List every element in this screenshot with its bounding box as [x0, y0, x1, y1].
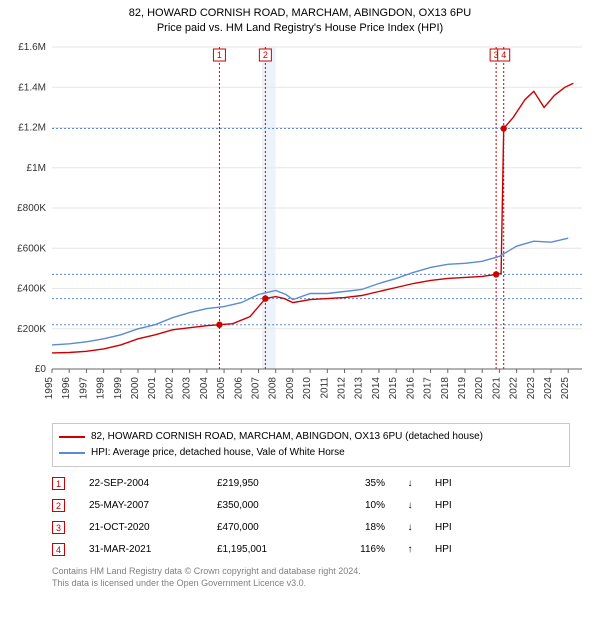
svg-text:2000: 2000: [130, 376, 141, 399]
transaction-price: £1,195,001: [217, 544, 307, 555]
transaction-price: £350,000: [217, 500, 307, 511]
svg-text:£1.6M: £1.6M: [18, 42, 46, 53]
svg-text:1999: 1999: [113, 376, 124, 399]
svg-text:2012: 2012: [337, 376, 348, 399]
svg-text:1996: 1996: [61, 376, 72, 399]
svg-text:2010: 2010: [302, 376, 313, 399]
transaction-date: 25-MAY-2007: [89, 500, 199, 511]
svg-text:2013: 2013: [354, 376, 365, 399]
svg-text:£600K: £600K: [17, 243, 46, 254]
transaction-arrow-icon: ↓: [403, 500, 417, 511]
chart-container: 82, HOWARD CORNISH ROAD, MARCHAM, ABINGD…: [0, 0, 600, 620]
transaction-row: 1 22-SEP-2004 £219,950 35% ↓ HPI: [52, 473, 570, 495]
svg-text:2003: 2003: [182, 376, 193, 399]
svg-text:£800K: £800K: [17, 203, 46, 214]
transaction-hpi-label: HPI: [435, 522, 465, 533]
svg-text:2021: 2021: [491, 376, 502, 399]
legend-swatch-property: [59, 436, 85, 438]
legend-swatch-hpi: [59, 452, 85, 454]
svg-text:2025: 2025: [560, 376, 571, 399]
transaction-hpi-label: HPI: [435, 544, 465, 555]
svg-text:2002: 2002: [164, 376, 175, 399]
svg-text:2020: 2020: [474, 376, 485, 399]
svg-text:2024: 2024: [543, 376, 554, 399]
transaction-arrow-icon: ↓: [403, 478, 417, 489]
legend-label-property: 82, HOWARD CORNISH ROAD, MARCHAM, ABINGD…: [91, 429, 483, 445]
transactions-table: 1 22-SEP-2004 £219,950 35% ↓ HPI 2 25-MAY-2007 £…: [52, 473, 570, 561]
transaction-row: 4 31-MAR-2021 £1,195,001 116% ↑ HPI: [52, 539, 570, 561]
svg-text:2: 2: [263, 50, 268, 60]
transaction-pct: 18%: [325, 522, 385, 533]
svg-text:2011: 2011: [319, 376, 330, 398]
transaction-pct: 10%: [325, 500, 385, 511]
svg-text:2008: 2008: [268, 376, 279, 399]
svg-text:£1.4M: £1.4M: [18, 82, 46, 93]
footer-line-1: Contains HM Land Registry data © Crown c…: [52, 565, 570, 578]
svg-text:1997: 1997: [78, 376, 89, 399]
title-line-2: Price paid vs. HM Land Registry's House …: [0, 21, 600, 36]
transaction-marker: 1: [52, 477, 65, 490]
svg-text:2022: 2022: [509, 376, 520, 399]
svg-text:£1M: £1M: [27, 163, 46, 174]
svg-text:1998: 1998: [96, 376, 107, 399]
chart-area: £0 £200K £400K £600K £800K £1M £1.2M £1.4M £1.6M…: [0, 39, 600, 419]
svg-text:2019: 2019: [457, 376, 468, 399]
transaction-price: £470,000: [217, 522, 307, 533]
transaction-hpi-label: HPI: [435, 500, 465, 511]
transaction-arrow-icon: ↑: [403, 544, 417, 555]
chart-svg: £0 £200K £400K £600K £800K £1M £1.2M £1.4M £1.6M…: [0, 39, 600, 419]
footer: Contains HM Land Registry data © Crown c…: [52, 565, 570, 590]
svg-text:2001: 2001: [147, 376, 158, 399]
svg-text:2014: 2014: [371, 376, 382, 399]
transaction-date: 22-SEP-2004: [89, 478, 199, 489]
transaction-pct: 116%: [325, 544, 385, 555]
title-block: 82, HOWARD CORNISH ROAD, MARCHAM, ABINGD…: [0, 0, 600, 39]
legend: 82, HOWARD CORNISH ROAD, MARCHAM, ABINGD…: [52, 423, 570, 467]
legend-row-property: 82, HOWARD CORNISH ROAD, MARCHAM, ABINGD…: [59, 429, 563, 445]
svg-text:4: 4: [501, 50, 506, 60]
svg-text:2018: 2018: [440, 376, 451, 399]
transaction-hpi-label: HPI: [435, 478, 465, 489]
svg-text:2004: 2004: [199, 376, 210, 399]
svg-text:£400K: £400K: [17, 283, 46, 294]
transaction-row: 2 25-MAY-2007 £350,000 10% ↓ HPI: [52, 495, 570, 517]
svg-text:2016: 2016: [405, 376, 416, 399]
transaction-pct: 35%: [325, 478, 385, 489]
svg-text:2017: 2017: [423, 376, 434, 399]
transaction-row: 3 21-OCT-2020 £470,000 18% ↓ HPI: [52, 517, 570, 539]
svg-text:2005: 2005: [216, 376, 227, 399]
svg-text:2023: 2023: [526, 376, 537, 399]
transaction-arrow-icon: ↓: [403, 522, 417, 533]
svg-text:£1.2M: £1.2M: [18, 122, 46, 133]
footer-line-2: This data is licensed under the Open Gov…: [52, 577, 570, 590]
transaction-date: 21-OCT-2020: [89, 522, 199, 533]
transaction-marker: 4: [52, 543, 65, 556]
transaction-marker: 2: [52, 499, 65, 512]
transaction-price: £219,950: [217, 478, 307, 489]
svg-text:2006: 2006: [233, 376, 244, 399]
legend-row-hpi: HPI: Average price, detached house, Vale…: [59, 445, 563, 461]
title-line-1: 82, HOWARD CORNISH ROAD, MARCHAM, ABINGD…: [0, 6, 600, 21]
svg-text:2009: 2009: [285, 376, 296, 399]
svg-text:1: 1: [217, 50, 222, 60]
svg-text:£200K: £200K: [17, 324, 46, 335]
svg-text:2015: 2015: [388, 376, 399, 399]
svg-text:2007: 2007: [250, 376, 261, 399]
transaction-marker: 3: [52, 521, 65, 534]
legend-label-hpi: HPI: Average price, detached house, Vale…: [91, 445, 345, 461]
svg-text:£0: £0: [35, 364, 47, 375]
transaction-date: 31-MAR-2021: [89, 544, 199, 555]
svg-text:1995: 1995: [44, 376, 55, 399]
